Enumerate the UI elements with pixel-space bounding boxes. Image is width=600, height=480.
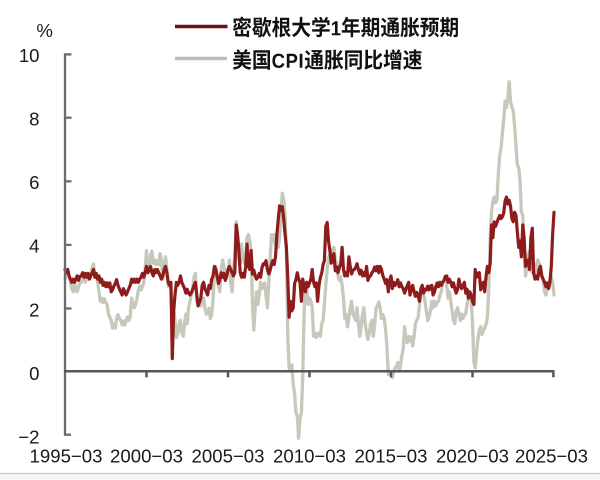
svg-text:2000−03: 2000−03 <box>110 446 183 467</box>
svg-text:10: 10 <box>19 45 40 66</box>
svg-text:2020−03: 2020−03 <box>436 446 509 467</box>
svg-text:0: 0 <box>29 363 39 384</box>
svg-text:2025−03: 2025−03 <box>515 446 588 467</box>
svg-text:2015−03: 2015−03 <box>355 446 428 467</box>
svg-text:6: 6 <box>29 172 39 193</box>
svg-text:1995−03: 1995−03 <box>30 446 103 467</box>
svg-text:4: 4 <box>29 236 39 257</box>
svg-text:2: 2 <box>29 299 39 320</box>
svg-text:8: 8 <box>29 109 39 130</box>
svg-text:2005−03: 2005−03 <box>192 446 265 467</box>
svg-text:−2: −2 <box>18 427 39 448</box>
svg-text:%: % <box>36 20 53 41</box>
svg-text:2010−03: 2010−03 <box>273 446 346 467</box>
